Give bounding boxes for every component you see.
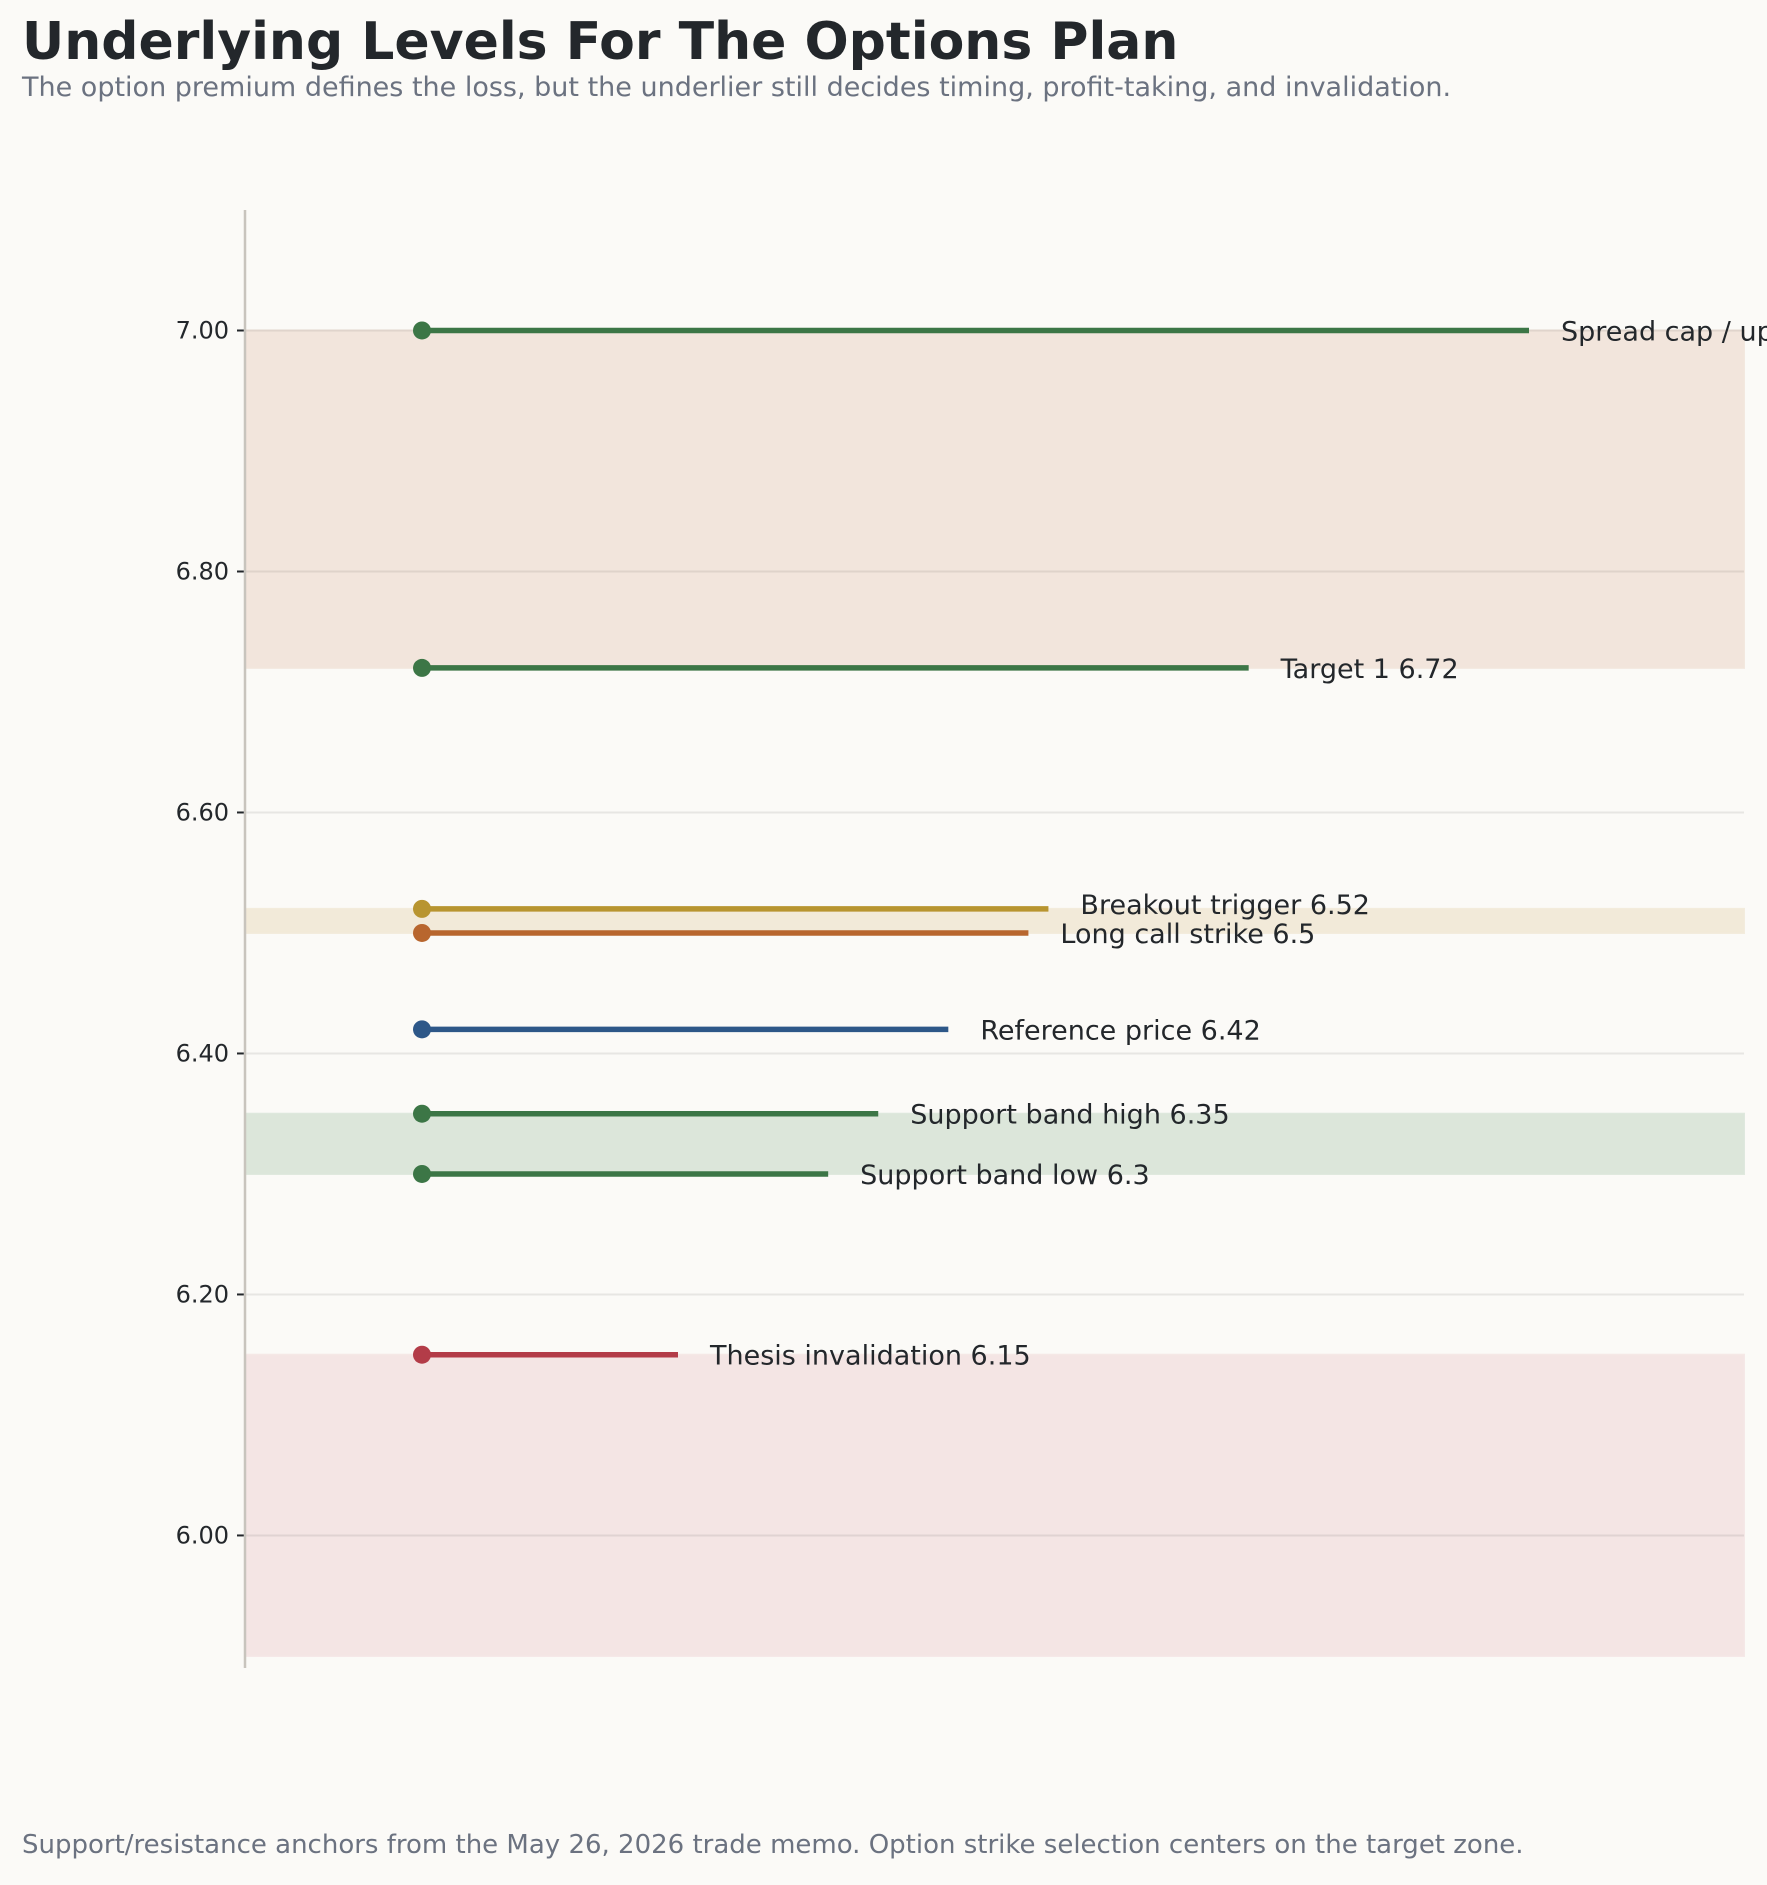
level-marker [413, 899, 431, 918]
level-label: Breakout trigger 6.52 [1080, 890, 1370, 921]
level-label: Spread cap / upper strike 7 [1561, 316, 1767, 347]
y-tick-label: 6.00 [176, 1521, 229, 1549]
level-label: Support band high 6.35 [910, 1100, 1229, 1131]
level-label: Target 1 6.72 [1280, 654, 1459, 685]
level-marker [413, 923, 431, 942]
y-tick-label: 6.60 [176, 798, 229, 826]
level-marker [413, 658, 431, 677]
y-tick-label: 7.00 [176, 316, 229, 344]
level-marker [413, 1020, 431, 1039]
y-tick-label: 6.20 [176, 1280, 229, 1308]
y-tick-label: 6.40 [176, 1039, 229, 1067]
level-marker [413, 321, 431, 340]
chart-footnote: Support/resistance anchors from the May … [22, 1830, 1524, 1860]
level-label: Thesis invalidation 6.15 [709, 1341, 1031, 1372]
level-marker [413, 1164, 431, 1183]
level-label: Long call strike 6.5 [1060, 919, 1315, 950]
zone-band-3 [244, 1353, 1745, 1657]
level-marker [413, 1104, 431, 1123]
level-label: Support band low 6.3 [860, 1160, 1149, 1191]
chart-subtitle: The option premium defines the loss, but… [22, 72, 1452, 103]
y-tick-label: 6.80 [176, 557, 229, 585]
chart-title: Underlying Levels For The Options Plan [22, 12, 1179, 72]
zone-band-1 [244, 907, 1745, 934]
level-marker [413, 1345, 431, 1364]
level-label: Reference price 6.42 [980, 1015, 1260, 1046]
zone-band-0 [244, 329, 1745, 669]
zone-band-2 [244, 1112, 1745, 1175]
